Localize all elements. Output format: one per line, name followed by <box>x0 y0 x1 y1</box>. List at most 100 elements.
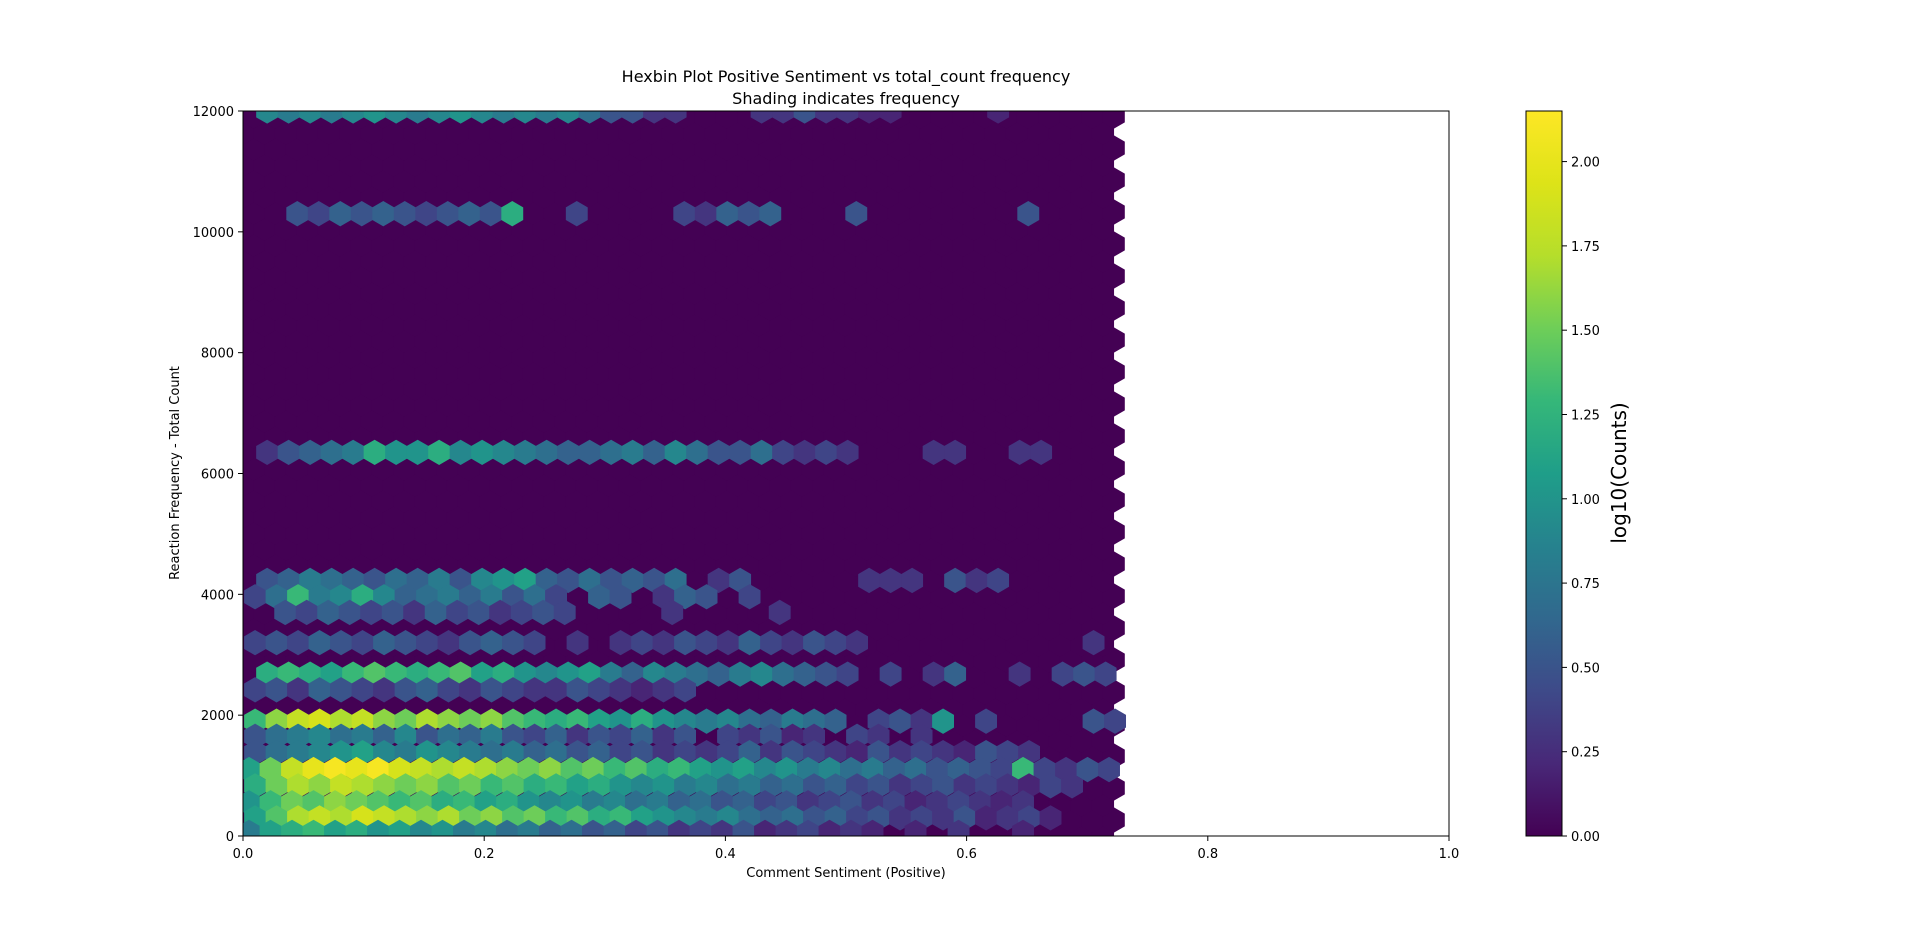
x-axis: 0.0 0.2 0.4 0.6 0.8 1.0 <box>233 836 1459 862</box>
hex-cell <box>664 111 687 124</box>
hex-cell <box>652 630 675 656</box>
colorbar: 0.00 0.25 0.50 0.75 1.00 1.25 1.50 1.75 2.00 log… <box>1525 110 1631 845</box>
hex-cell-background <box>1081 111 1104 129</box>
hex-cell <box>287 677 310 703</box>
hex-cell <box>861 819 884 836</box>
plot-area <box>242 71 1450 837</box>
hex-cell <box>277 439 300 465</box>
hex-cell <box>342 111 365 124</box>
hex-cell <box>711 819 733 836</box>
hex-cell <box>1061 773 1084 799</box>
hex-cell <box>557 567 580 594</box>
hex-cell <box>922 661 945 687</box>
colorbar-tick-label: 0.25 <box>1571 746 1600 761</box>
hex-cell <box>532 599 555 626</box>
hex-cell <box>588 584 611 610</box>
hex-cell <box>760 723 783 749</box>
hex-cell <box>373 723 396 749</box>
hex-cell-background <box>1038 111 1061 129</box>
hex-cell-background <box>626 111 634 113</box>
hex-cell <box>600 439 623 465</box>
hex-cell <box>330 723 353 749</box>
hex-cell <box>695 708 718 734</box>
hex-cell-background <box>501 71 523 97</box>
hex-cell <box>351 723 374 749</box>
y-axis-label: Reaction Frequency - Total Count <box>168 366 183 580</box>
hex-cell <box>1008 661 1031 687</box>
colorbar-ticks: 0.00 0.25 0.50 0.75 1.00 1.25 1.50 1.75 2.00 <box>1562 156 1600 845</box>
hex-cell-background <box>1059 111 1082 129</box>
y-tick-label: 6000 <box>201 468 234 483</box>
hex-cell <box>553 599 576 626</box>
hex-cell <box>265 723 288 749</box>
hex-cell <box>502 677 525 703</box>
hex-cell <box>394 677 417 703</box>
hex-cell <box>707 567 730 594</box>
hex-cell <box>846 630 869 656</box>
hex-cell-background <box>1102 111 1125 129</box>
hex-cell <box>385 111 408 124</box>
hex-cell <box>578 111 601 124</box>
hex-cell <box>759 201 782 227</box>
hex-cell <box>256 439 279 465</box>
hex-cell <box>674 723 697 749</box>
hex-cell <box>600 111 623 124</box>
hex-cell <box>259 819 282 836</box>
hex-cell <box>308 723 331 749</box>
hex-cell-background <box>522 71 544 97</box>
hex-cell-background <box>415 71 437 97</box>
hex-cell <box>415 201 438 227</box>
hex-cell <box>879 111 902 124</box>
hex-cell-background <box>479 71 501 97</box>
hex-cell <box>560 819 583 836</box>
hex-cell <box>446 599 469 626</box>
x-tick-label: 0.6 <box>956 847 977 862</box>
hex-cell-background <box>1078 111 1085 113</box>
hex-cell <box>342 439 365 465</box>
hex-cell-background <box>243 71 265 97</box>
hex-cell <box>793 111 816 124</box>
hex-cell <box>1082 630 1105 656</box>
hex-cell <box>932 708 955 734</box>
hex-cell <box>330 630 353 656</box>
hex-cell <box>467 599 490 626</box>
hex-cell <box>492 439 515 465</box>
hex-cell <box>729 661 752 687</box>
hex-cell-background <box>304 111 311 113</box>
hex-cell <box>840 819 862 836</box>
hex-cell <box>609 584 632 610</box>
hex-cell-background <box>286 71 308 97</box>
x-axis-label: Comment Sentiment (Positive) <box>746 866 945 881</box>
hex-cell <box>324 819 346 836</box>
hex-cell <box>996 805 1019 831</box>
hex-cell <box>750 661 773 687</box>
hex-cell <box>673 201 696 227</box>
hex-cell-background <box>325 111 333 113</box>
hex-cell <box>732 819 755 836</box>
hex-cell <box>385 439 408 465</box>
hex-cell <box>317 599 340 626</box>
hex-cell <box>975 805 998 831</box>
hex-cell-background <box>544 71 566 97</box>
hex-cell-background <box>691 111 698 113</box>
hex-cell <box>428 111 451 124</box>
colorbar-tick-label: 1.50 <box>1571 324 1600 339</box>
hex-cell <box>754 819 776 836</box>
y-tick-label: 10000 <box>193 226 234 241</box>
hex-cell <box>480 723 503 749</box>
hex-cell <box>987 567 1010 594</box>
hex-cell <box>858 567 881 594</box>
hex-cell <box>1039 805 1062 831</box>
hex-cell <box>772 661 795 687</box>
colorbar-tick-label: 0.00 <box>1571 830 1600 845</box>
hex-cell <box>768 599 791 626</box>
hex-cell <box>772 111 795 124</box>
hex-cell <box>265 630 288 656</box>
hex-cell <box>910 723 933 749</box>
hex-cell <box>459 630 482 656</box>
hex-cell <box>625 819 647 836</box>
colorbar-tick-label: 0.50 <box>1571 661 1600 676</box>
hex-cell-background <box>329 71 351 97</box>
hex-cell <box>416 630 439 656</box>
hex-cell <box>381 599 404 626</box>
